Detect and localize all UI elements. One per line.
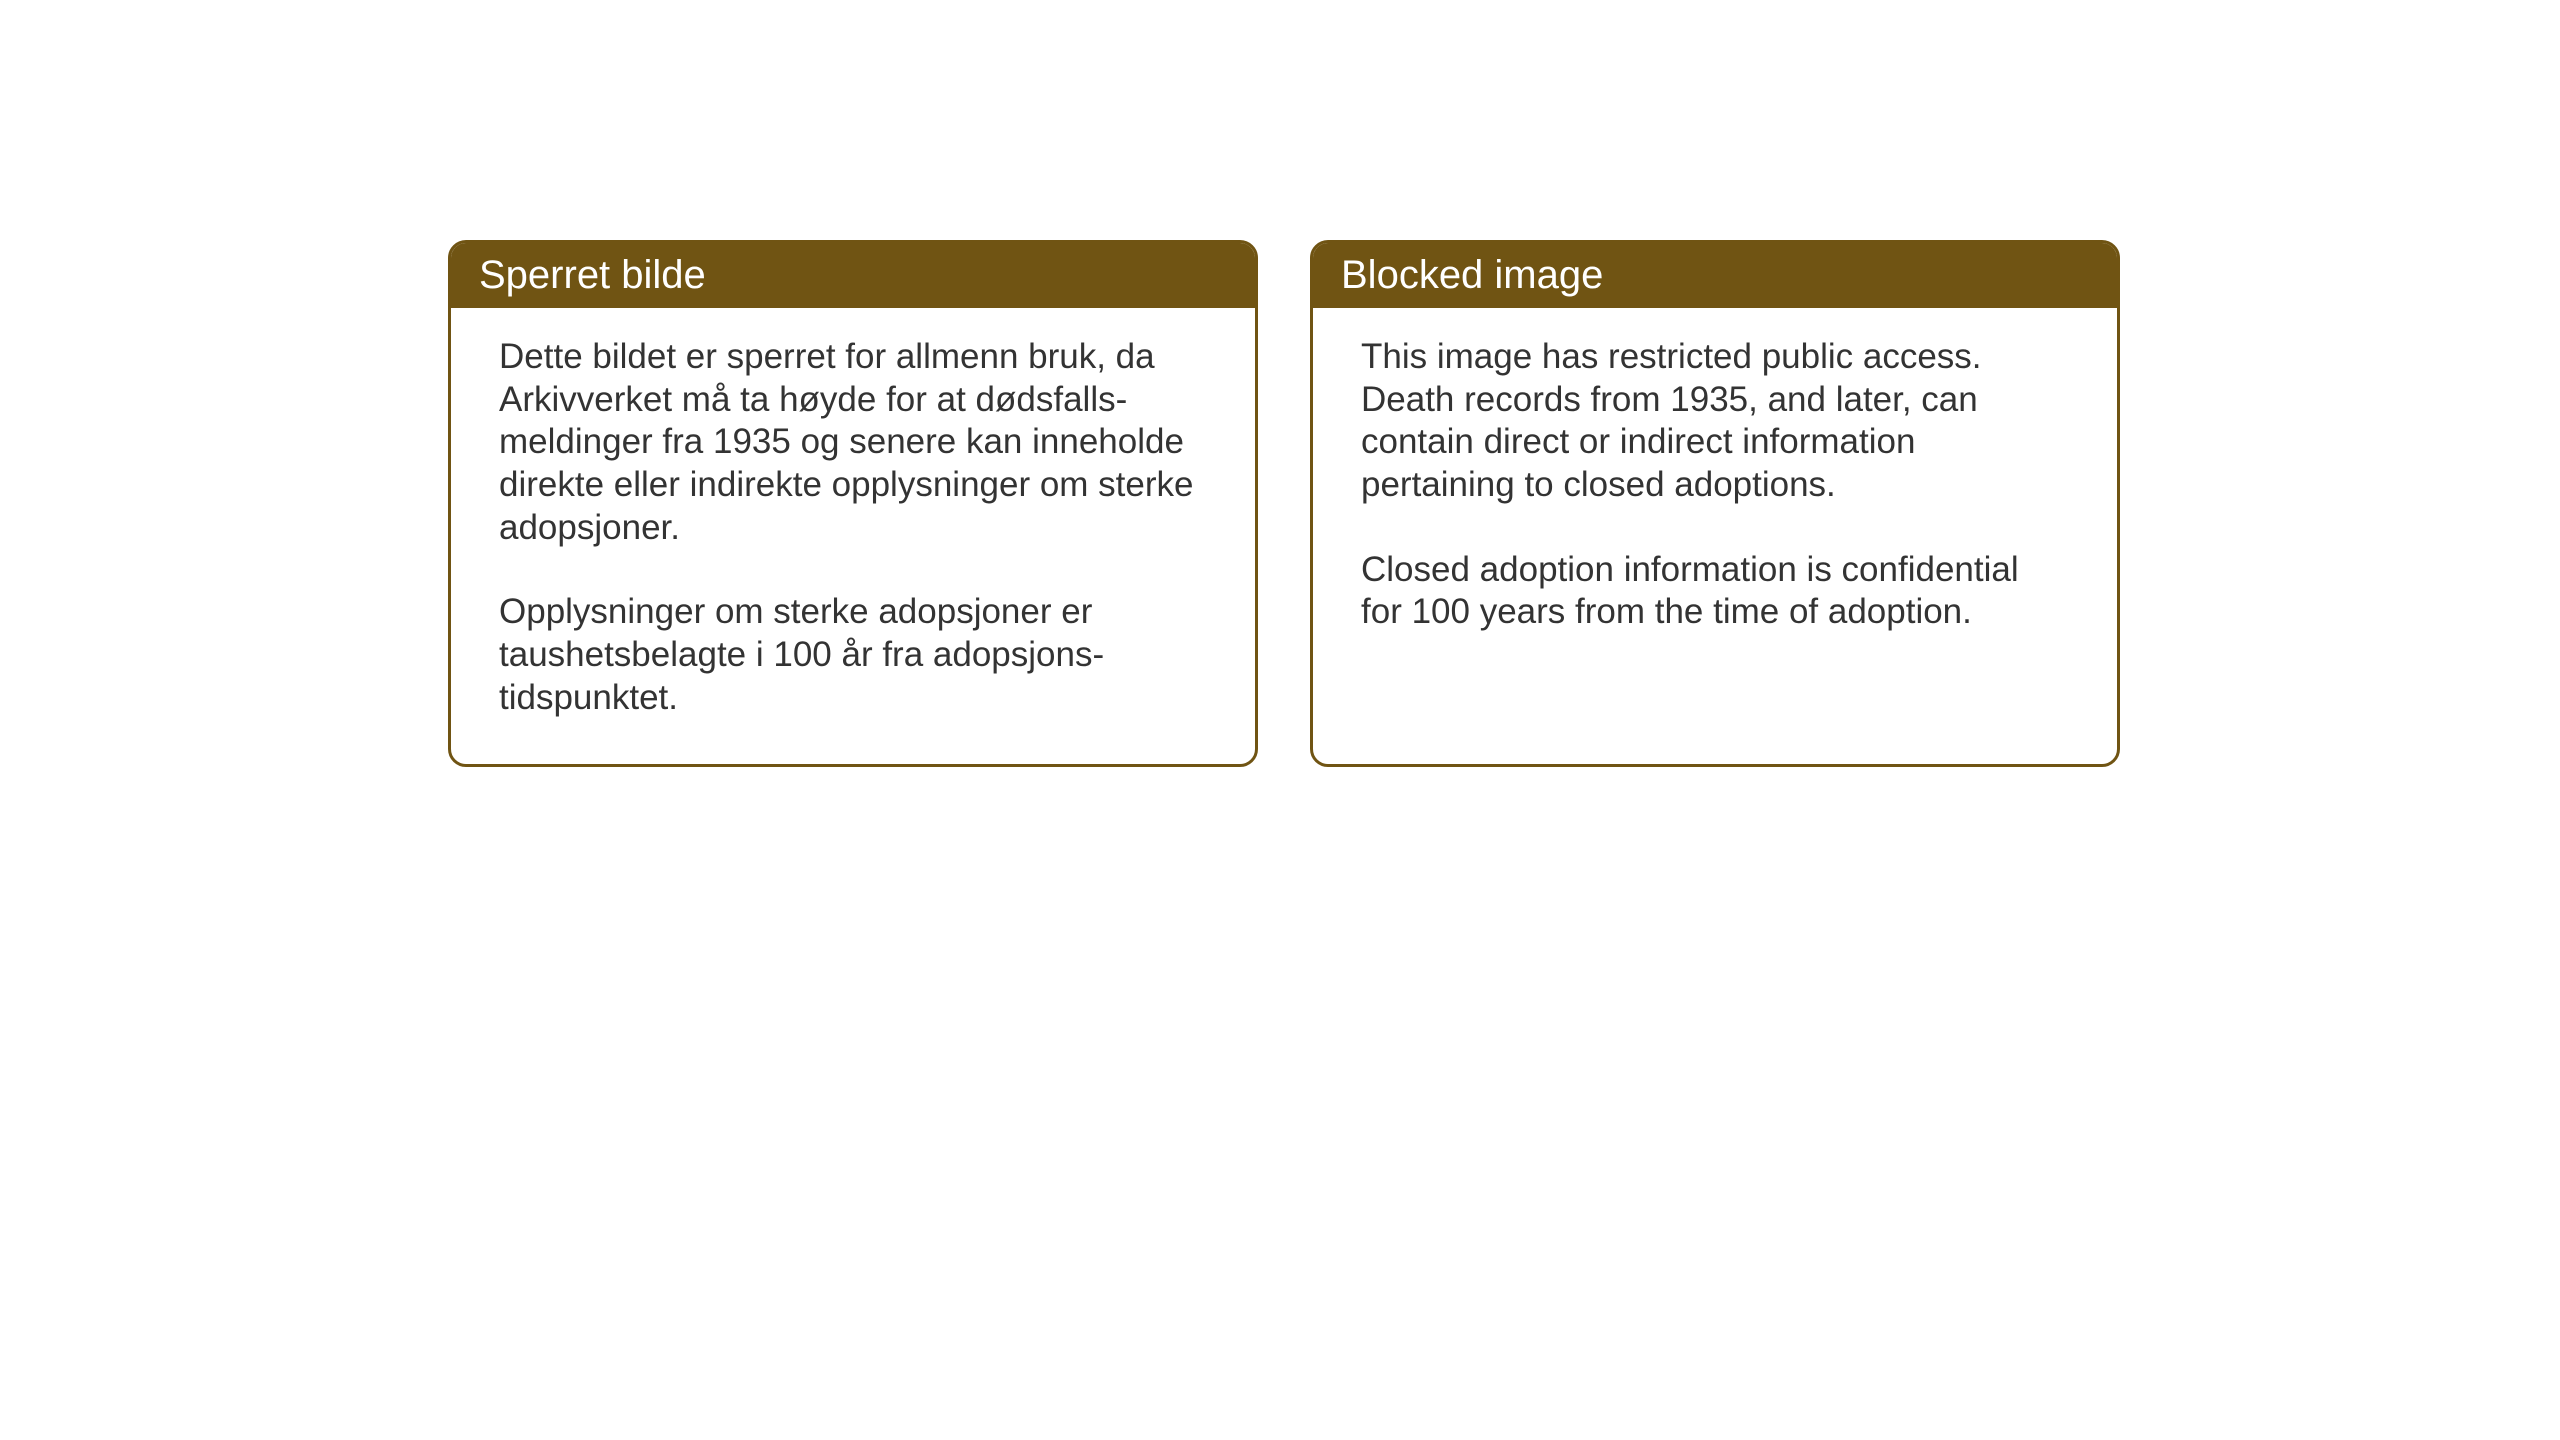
english-card-body: This image has restricted public access.… [1313, 308, 2117, 754]
norwegian-card-header: Sperret bilde [451, 243, 1255, 308]
english-paragraph-1: This image has restricted public access.… [1361, 336, 2069, 507]
english-card-header: Blocked image [1313, 243, 2117, 308]
norwegian-card-body: Dette bildet er sperret for allmenn bruk… [451, 308, 1255, 764]
english-card: Blocked image This image has restricted … [1310, 240, 2120, 767]
cards-container: Sperret bilde Dette bildet er sperret fo… [448, 240, 2120, 767]
norwegian-paragraph-1: Dette bildet er sperret for allmenn bruk… [499, 336, 1207, 549]
norwegian-card: Sperret bilde Dette bildet er sperret fo… [448, 240, 1258, 767]
norwegian-paragraph-2: Opplysninger om sterke adopsjoner er tau… [499, 591, 1207, 719]
english-paragraph-2: Closed adoption information is confident… [1361, 549, 2069, 634]
